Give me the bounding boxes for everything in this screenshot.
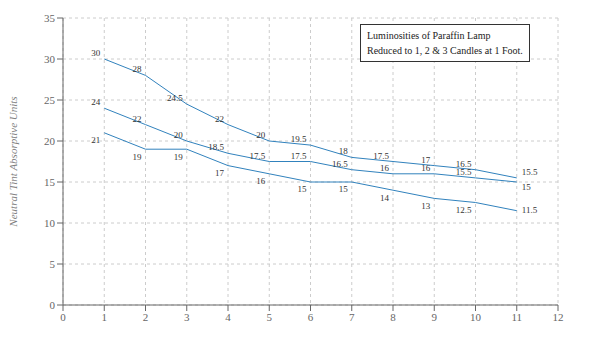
svg-text:19: 19 xyxy=(133,152,143,162)
svg-text:11: 11 xyxy=(511,311,522,323)
html-text:Reduced to 1, 2 & 3 Candles at: Reduced to 1, 2 & 3 Candles at 1 Foot. xyxy=(367,44,523,56)
svg-text:17.5: 17.5 xyxy=(373,151,389,161)
svg-text:24: 24 xyxy=(91,97,101,107)
svg-text:10: 10 xyxy=(44,217,56,229)
svg-text:12: 12 xyxy=(553,311,564,323)
svg-text:22: 22 xyxy=(133,114,142,124)
svg-text:1: 1 xyxy=(102,311,108,323)
svg-text:0: 0 xyxy=(60,311,66,323)
svg-text:25: 25 xyxy=(44,94,56,106)
svg-text:15: 15 xyxy=(44,176,56,188)
svg-text:16: 16 xyxy=(380,163,390,173)
svg-text:5: 5 xyxy=(267,311,273,323)
svg-text:18: 18 xyxy=(339,146,349,156)
svg-text:5: 5 xyxy=(50,258,56,270)
svg-text:17: 17 xyxy=(421,154,431,165)
svg-text:12.5: 12.5 xyxy=(456,205,472,215)
svg-text:16: 16 xyxy=(256,176,266,186)
svg-text:15: 15 xyxy=(339,184,349,194)
svg-text:15: 15 xyxy=(298,184,308,194)
svg-text:20: 20 xyxy=(256,130,266,140)
svg-text:30: 30 xyxy=(44,53,56,65)
svg-text:16: 16 xyxy=(421,163,431,173)
svg-text:11.5: 11.5 xyxy=(522,205,538,215)
svg-text:9: 9 xyxy=(432,311,438,323)
svg-text:35: 35 xyxy=(44,12,56,24)
svg-text:14: 14 xyxy=(380,193,390,203)
svg-text:6: 6 xyxy=(308,311,314,323)
svg-text:8: 8 xyxy=(390,311,396,323)
svg-text:17.5: 17.5 xyxy=(250,151,266,161)
html-text:Luminosities of Paraffin Lamp: Luminosities of Paraffin Lamp xyxy=(367,29,491,41)
svg-text:30: 30 xyxy=(91,48,101,58)
svg-text:17: 17 xyxy=(215,168,225,178)
svg-text:28: 28 xyxy=(133,64,143,74)
svg-text:2: 2 xyxy=(143,311,149,323)
svg-text:15.5: 15.5 xyxy=(522,167,538,177)
svg-text:15.5: 15.5 xyxy=(456,167,472,177)
svg-text:16.5: 16.5 xyxy=(332,159,348,169)
svg-text:4: 4 xyxy=(225,311,231,323)
svg-text:7: 7 xyxy=(349,311,355,323)
svg-text:20: 20 xyxy=(44,135,56,147)
svg-text:18.5: 18.5 xyxy=(208,142,224,152)
svg-text:3: 3 xyxy=(184,311,190,323)
svg-text:20: 20 xyxy=(174,130,184,140)
svg-text:13: 13 xyxy=(421,201,431,211)
svg-text:16.5: 16.5 xyxy=(455,158,472,169)
svg-text:19: 19 xyxy=(174,152,184,162)
svg-text:21: 21 xyxy=(91,135,100,145)
svg-text:24.5: 24.5 xyxy=(167,93,183,103)
svg-text:17.5: 17.5 xyxy=(291,151,307,161)
svg-text:15: 15 xyxy=(522,182,532,192)
svg-text:22: 22 xyxy=(215,114,224,124)
svg-text:Neutral Tint Absorptive Units: Neutral Tint Absorptive Units xyxy=(8,96,19,227)
svg-text:19.5: 19.5 xyxy=(291,134,307,144)
svg-text:0: 0 xyxy=(50,299,56,311)
svg-text:10: 10 xyxy=(470,311,482,323)
